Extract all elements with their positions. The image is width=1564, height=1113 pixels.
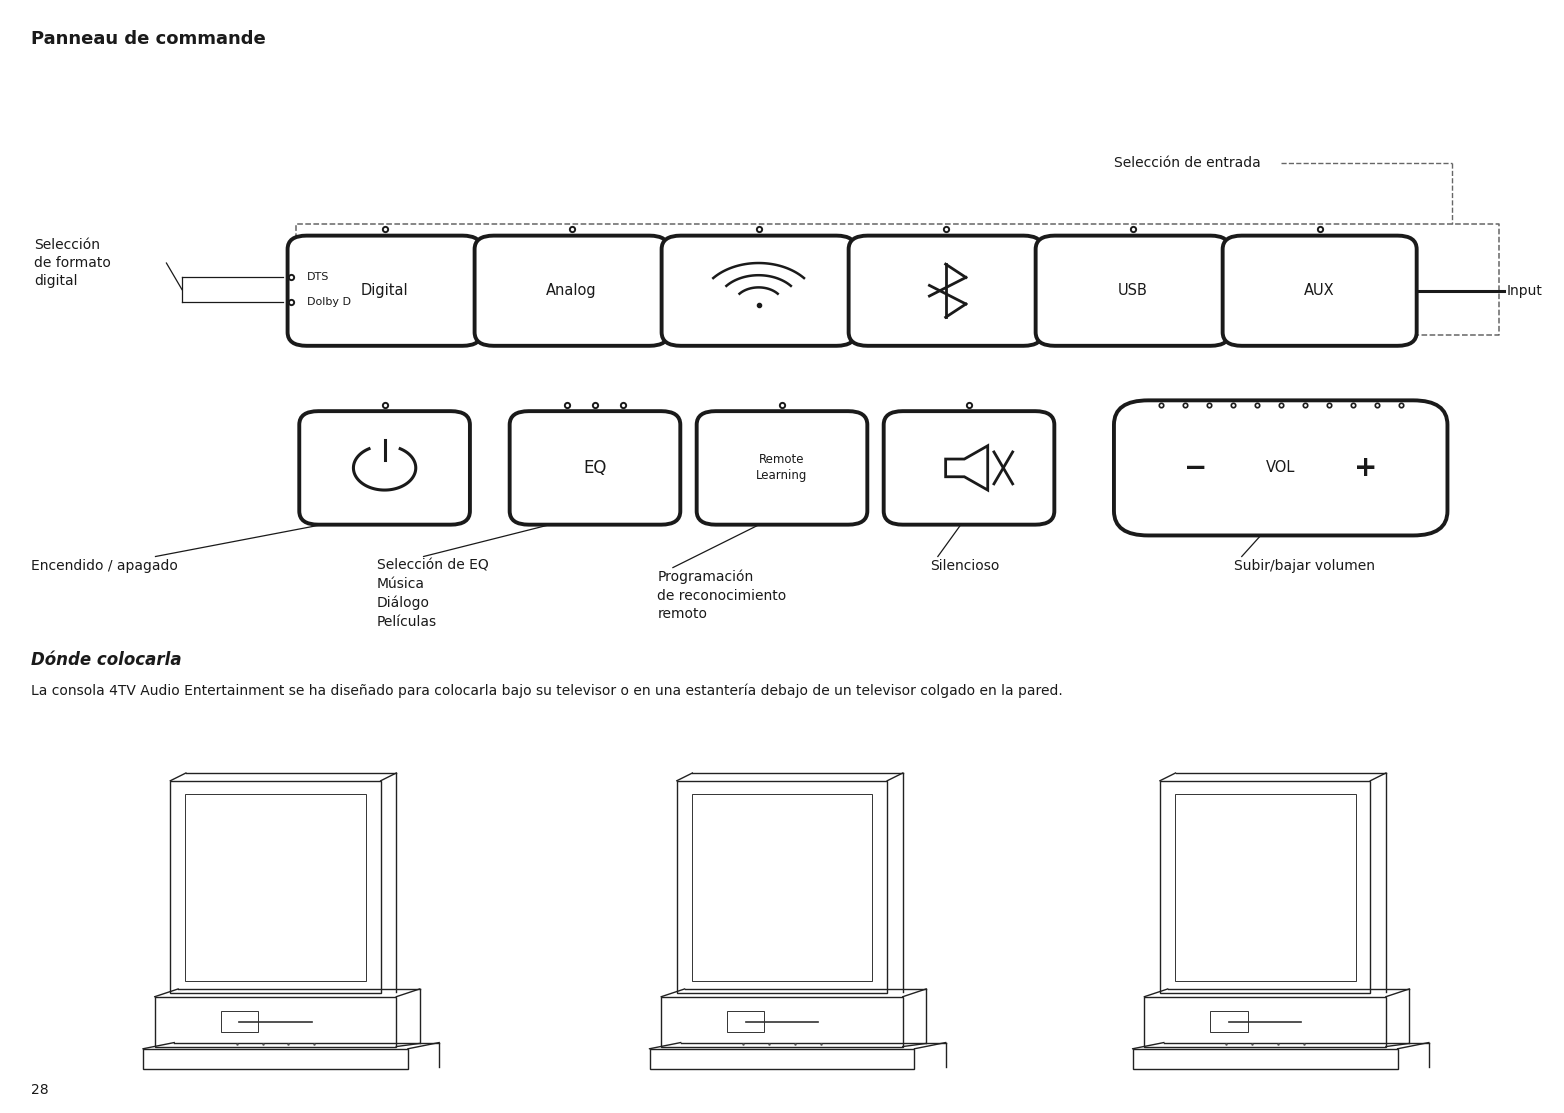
FancyBboxPatch shape xyxy=(474,236,669,346)
Text: +: + xyxy=(1354,454,1378,482)
Text: ?: ? xyxy=(593,418,597,427)
FancyBboxPatch shape xyxy=(849,236,1043,346)
Text: USB: USB xyxy=(1118,283,1148,298)
Text: Remote
Learning: Remote Learning xyxy=(757,453,807,482)
Text: 28: 28 xyxy=(31,1083,48,1097)
FancyBboxPatch shape xyxy=(510,411,680,524)
Text: Subir/bajar volumen: Subir/bajar volumen xyxy=(1234,559,1375,573)
Text: Analog: Analog xyxy=(546,283,597,298)
Text: AUX: AUX xyxy=(1304,283,1336,298)
FancyBboxPatch shape xyxy=(1035,236,1229,346)
FancyBboxPatch shape xyxy=(696,411,868,524)
FancyBboxPatch shape xyxy=(662,236,856,346)
Text: DTS: DTS xyxy=(307,273,328,283)
FancyBboxPatch shape xyxy=(288,236,482,346)
FancyBboxPatch shape xyxy=(1114,401,1447,535)
Text: La consola 4TV Audio Entertainment se ha diseñado para colocarla bajo su televis: La consola 4TV Audio Entertainment se ha… xyxy=(31,683,1062,698)
Text: Dolby D: Dolby D xyxy=(307,297,350,307)
Text: Digital: Digital xyxy=(361,283,408,298)
Text: VOL: VOL xyxy=(1265,461,1295,475)
FancyBboxPatch shape xyxy=(884,411,1054,524)
Text: Panneau de commande: Panneau de commande xyxy=(31,30,266,49)
FancyBboxPatch shape xyxy=(1223,236,1417,346)
Text: Input: Input xyxy=(1506,284,1542,297)
Text: Dónde colocarla: Dónde colocarla xyxy=(31,651,181,669)
Text: −: − xyxy=(1184,454,1207,482)
Text: □: □ xyxy=(619,418,627,427)
Text: Selección de EQ
Música
Diálogo
Películas: Selección de EQ Música Diálogo Películas xyxy=(377,559,488,629)
Text: ♪: ♪ xyxy=(565,418,569,427)
Text: Programación
de reconocimiento
remoto: Programación de reconocimiento remoto xyxy=(657,570,787,621)
Text: Selección de entrada: Selección de entrada xyxy=(1114,156,1261,170)
Text: Silencioso: Silencioso xyxy=(931,559,999,573)
FancyBboxPatch shape xyxy=(299,411,469,524)
Text: Selección
de formato
digital: Selección de formato digital xyxy=(34,238,111,288)
Text: EQ: EQ xyxy=(583,459,607,476)
Text: Encendido / apagado: Encendido / apagado xyxy=(31,559,178,573)
